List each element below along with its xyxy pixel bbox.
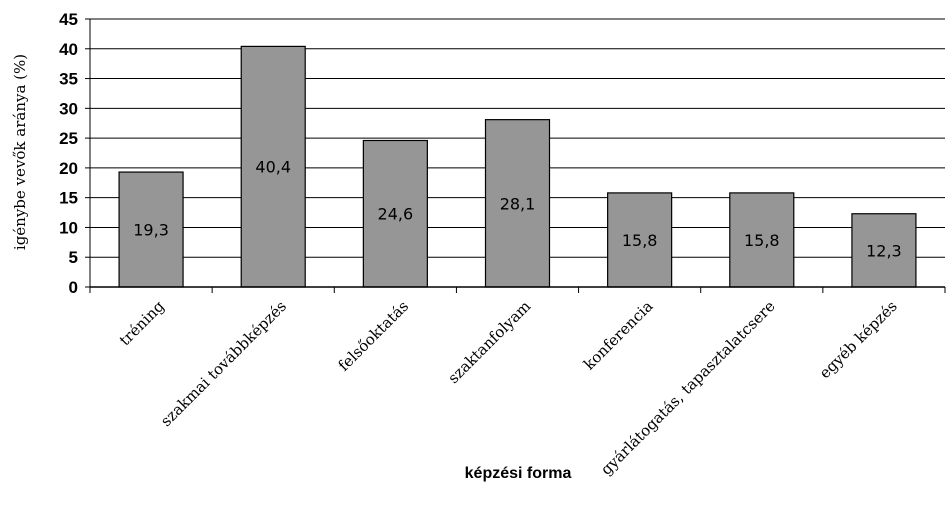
bar-value-label: 12,3 [866, 241, 902, 260]
bar [729, 192, 795, 288]
bar-value-label: 15,8 [622, 231, 658, 250]
bar-value-label: 19,3 [133, 221, 169, 240]
y-tick-label: 40 [59, 40, 78, 59]
y-tick-label: 10 [59, 218, 78, 237]
y-tick-label: 5 [69, 248, 78, 267]
bar-value-label: 40,4 [255, 158, 291, 177]
value-labels: 19,3 40,4 24,6 28,1 15,8 15,8 12,3 [133, 158, 901, 261]
y-tick-label: 30 [59, 99, 78, 118]
x-tick-label: szaktanfolyam [444, 297, 534, 387]
x-tick-label: szakmai továbbképzés [157, 297, 290, 430]
x-tick-label: egyéb képzés [816, 297, 901, 382]
y-tick-label: 25 [59, 129, 78, 148]
y-tick-label: 15 [59, 189, 78, 208]
y-tick-label: 35 [59, 70, 78, 89]
bar [118, 171, 184, 288]
axes [85, 18, 946, 293]
bar [851, 213, 917, 288]
bar-value-label: 15,8 [744, 231, 780, 250]
y-tick-label: 0 [69, 278, 78, 297]
x-tick-label: tréning [116, 297, 168, 349]
y-tick-label: 20 [59, 159, 78, 178]
x-tick-label: felsőoktatás [335, 297, 413, 375]
y-axis-label: igénybe vevők aránya (%) [11, 54, 29, 250]
x-tick-label: konferencia [580, 297, 656, 373]
y-tick-label: 45 [59, 10, 78, 29]
bars [118, 45, 917, 288]
bar-value-label: 24,6 [378, 205, 414, 224]
x-axis-label: képzési forma [465, 465, 572, 482]
y-tick-labels: 0 5 10 15 20 25 30 35 40 45 [59, 10, 78, 297]
bar-value-label: 28,1 [500, 194, 536, 213]
